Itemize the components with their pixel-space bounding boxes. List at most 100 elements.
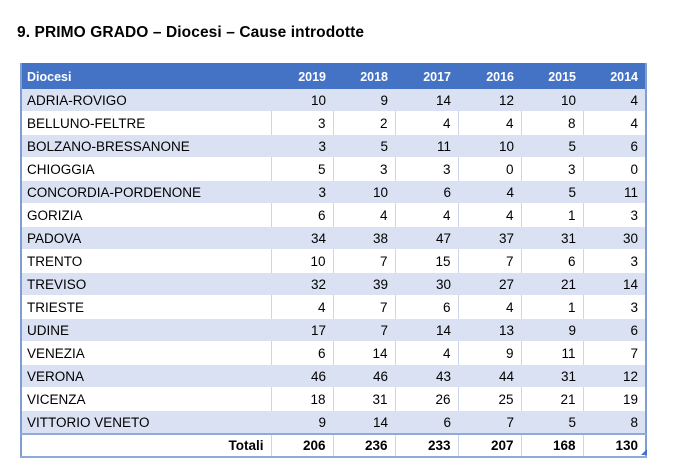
diocese-name-cell: ADRIA-ROVIGO: [21, 89, 271, 112]
total-2018: 236: [332, 433, 395, 457]
value-cell: 14: [333, 410, 395, 434]
value-cell: 10: [333, 180, 395, 204]
value-cell: 1: [520, 295, 583, 319]
value-cell: 3: [271, 180, 333, 204]
value-cell: 34: [271, 226, 333, 250]
diocese-name-cell: BOLZANO-BRESSANONE: [21, 134, 271, 158]
value-cell: 32: [271, 272, 333, 296]
diocese-name-cell: CHIOGGIA: [21, 157, 271, 181]
value-cell: 3: [270, 111, 333, 135]
value-cell: 30: [583, 226, 646, 250]
value-cell: 15: [394, 249, 458, 273]
value-cell: 4: [457, 295, 521, 319]
diocese-name-cell: UDINE: [21, 318, 271, 342]
value-cell: 10: [271, 89, 333, 112]
value-cell: 27: [458, 272, 521, 296]
column-header-2016: 2016: [458, 63, 521, 89]
value-cell: 19: [582, 387, 646, 411]
diocese-name-cell: TREVISO: [21, 272, 271, 296]
value-cell: 1: [520, 203, 583, 227]
value-cell: 5: [521, 410, 583, 434]
value-cell: 31: [332, 387, 395, 411]
value-cell: 3: [394, 157, 458, 181]
value-cell: 11: [395, 134, 458, 158]
diocese-name-cell: VENEZIA: [21, 341, 271, 365]
value-cell: 7: [333, 318, 395, 342]
total-2019: 206: [270, 433, 333, 457]
table-row: TRIESTE 4 7 6 4 1 3: [21, 295, 646, 319]
value-cell: 44: [458, 364, 521, 388]
value-cell: 2: [332, 111, 395, 135]
table-header-row: Diocesi 2019 2018 2017 2016 2015 2014: [21, 63, 646, 89]
table-row: VERONA 46 46 43 44 31 12: [21, 364, 646, 388]
value-cell: 0: [457, 157, 521, 181]
page-title: 9. PRIMO GRADO – Diocesi – Cause introdo…: [17, 24, 365, 41]
value-cell: 17: [271, 318, 333, 342]
total-2016: 207: [457, 433, 521, 457]
diocese-name-cell: PADOVA: [21, 226, 271, 250]
table-row: GORIZIA 6 4 4 4 1 3: [21, 203, 646, 227]
value-cell: 38: [333, 226, 395, 250]
value-cell: 6: [270, 341, 333, 365]
value-cell: 30: [395, 272, 458, 296]
value-cell: 3: [332, 157, 395, 181]
column-header-diocesi: Diocesi: [21, 63, 271, 89]
diocese-name-cell: VICENZA: [21, 387, 271, 411]
value-cell: 31: [521, 226, 583, 250]
table-row: UDINE 17 7 14 13 9 6: [21, 318, 646, 342]
total-2017: 233: [394, 433, 458, 457]
value-cell: 6: [583, 134, 646, 158]
table-corner-handle-triangle: [641, 449, 647, 455]
value-cell: 14: [395, 318, 458, 342]
value-cell: 5: [270, 157, 333, 181]
value-cell: 12: [458, 89, 521, 112]
diocese-name-cell: TRIESTE: [21, 295, 271, 319]
column-header-2014: 2014: [583, 63, 646, 89]
value-cell: 0: [582, 157, 646, 181]
totals-row: Totali 206 236 233 207 168 130: [21, 433, 646, 457]
value-cell: 18: [270, 387, 333, 411]
value-cell: 6: [395, 180, 458, 204]
table-row: BOLZANO-BRESSANONE 3 5 11 10 5 6: [21, 134, 646, 158]
table-row: ADRIA-ROVIGO 10 9 14 12 10 4: [21, 89, 646, 112]
value-cell: 46: [271, 364, 333, 388]
diocese-name-cell: VERONA: [21, 364, 271, 388]
value-cell: 3: [582, 295, 646, 319]
value-cell: 11: [520, 341, 583, 365]
total-2015: 168: [520, 433, 583, 457]
value-cell: 7: [458, 410, 521, 434]
table-row: TREVISO 32 39 30 27 21 14: [21, 272, 646, 296]
value-cell: 6: [395, 410, 458, 434]
value-cell: 4: [270, 295, 333, 319]
value-cell: 39: [333, 272, 395, 296]
value-cell: 4: [582, 111, 646, 135]
value-cell: 4: [458, 180, 521, 204]
value-cell: 26: [394, 387, 458, 411]
value-cell: 4: [394, 111, 458, 135]
value-cell: 7: [457, 249, 521, 273]
diocese-name-cell: BELLUNO-FELTRE: [21, 111, 271, 135]
value-cell: 14: [332, 341, 395, 365]
column-header-2018: 2018: [333, 63, 395, 89]
table-row: BELLUNO-FELTRE 3 2 4 4 8 4: [21, 111, 646, 135]
table-row: VITTORIO VENETO 9 14 6 7 5 8: [21, 410, 646, 434]
diocese-name-cell: TRENTO: [21, 249, 271, 273]
value-cell: 3: [582, 203, 646, 227]
table-row: CONCORDIA-PORDENONE 3 10 6 4 5 11: [21, 180, 646, 204]
value-cell: 9: [457, 341, 521, 365]
value-cell: 9: [271, 410, 333, 434]
value-cell: 13: [458, 318, 521, 342]
value-cell: 11: [583, 180, 646, 204]
total-2014: 130: [582, 433, 646, 457]
value-cell: 21: [521, 272, 583, 296]
value-cell: 6: [394, 295, 458, 319]
value-cell: 21: [520, 387, 583, 411]
diocese-name-cell: GORIZIA: [21, 203, 271, 227]
value-cell: 4: [394, 203, 458, 227]
table-row: VICENZA 18 31 26 25 21 19: [21, 387, 646, 411]
value-cell: 12: [583, 364, 646, 388]
table-row: TRENTO 10 7 15 7 6 3: [21, 249, 646, 273]
totals-label: Totali: [21, 433, 271, 457]
value-cell: 3: [271, 134, 333, 158]
table-row: PADOVA 34 38 47 37 31 30: [21, 226, 646, 250]
